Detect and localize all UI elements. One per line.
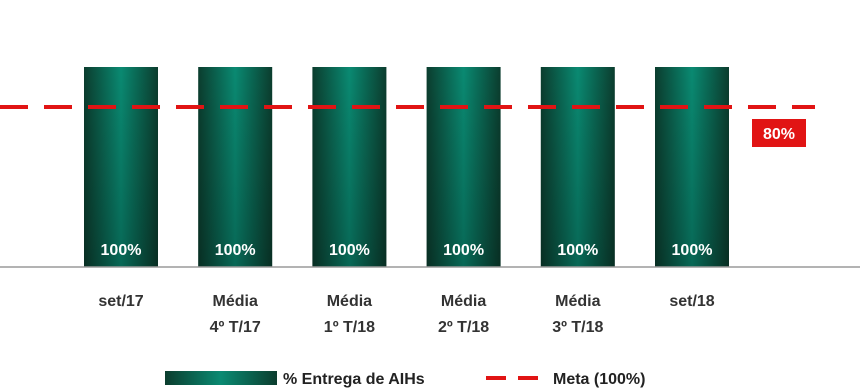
x-tick-label-4-0: Média — [555, 293, 600, 310]
bar-value-label-0: 100% — [101, 242, 142, 259]
bar-shade-1 — [198, 67, 273, 267]
legend-swatch-bars — [165, 371, 277, 385]
bar-shade-4 — [540, 67, 615, 267]
meta-line-layer: 80% — [0, 105, 815, 147]
x-tick-label-5-0: set/18 — [669, 293, 714, 310]
x-tick-label-1-0: Média — [213, 293, 258, 310]
meta-annotation-box — [752, 119, 806, 147]
x-tick-label-1-1: 4º T/17 — [210, 319, 261, 336]
legend-label-meta: Meta (100%) — [553, 371, 645, 388]
bar-value-label-3: 100% — [443, 242, 484, 259]
legend-label-bars: % Entrega de AIHs — [283, 371, 425, 388]
x-tick-label-3-0: Média — [441, 293, 486, 310]
x-tick-label-3-1: 2º T/18 — [438, 319, 489, 336]
labels-layer: 100% set/17 100% Média 4º T/17 100% Média 1º T/… — [98, 242, 714, 336]
bar-shade-0 — [84, 67, 158, 267]
bar-value-label-2: 100% — [329, 242, 370, 259]
bars-layer — [84, 67, 729, 267]
bar-value-label-4: 100% — [557, 242, 598, 259]
bar-value-label-1: 100% — [215, 242, 256, 259]
meta-annotation-label: 80% — [763, 126, 795, 143]
x-tick-label-0-0: set/17 — [98, 293, 143, 310]
bar-shade-5 — [655, 67, 729, 267]
legend: % Entrega de AIHs Meta (100%) — [165, 371, 645, 388]
bar-value-label-5: 100% — [672, 242, 713, 259]
bar-shade-2 — [312, 67, 387, 267]
bar-shade-3 — [426, 67, 501, 267]
x-tick-label-2-0: Média — [327, 293, 372, 310]
x-tick-label-2-1: 1º T/18 — [324, 319, 375, 336]
x-tick-label-4-1: 3º T/18 — [552, 319, 603, 336]
